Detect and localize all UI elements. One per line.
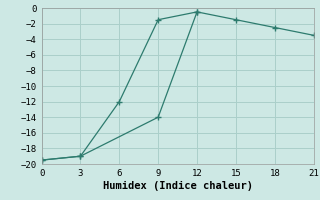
X-axis label: Humidex (Indice chaleur): Humidex (Indice chaleur) <box>103 181 252 191</box>
